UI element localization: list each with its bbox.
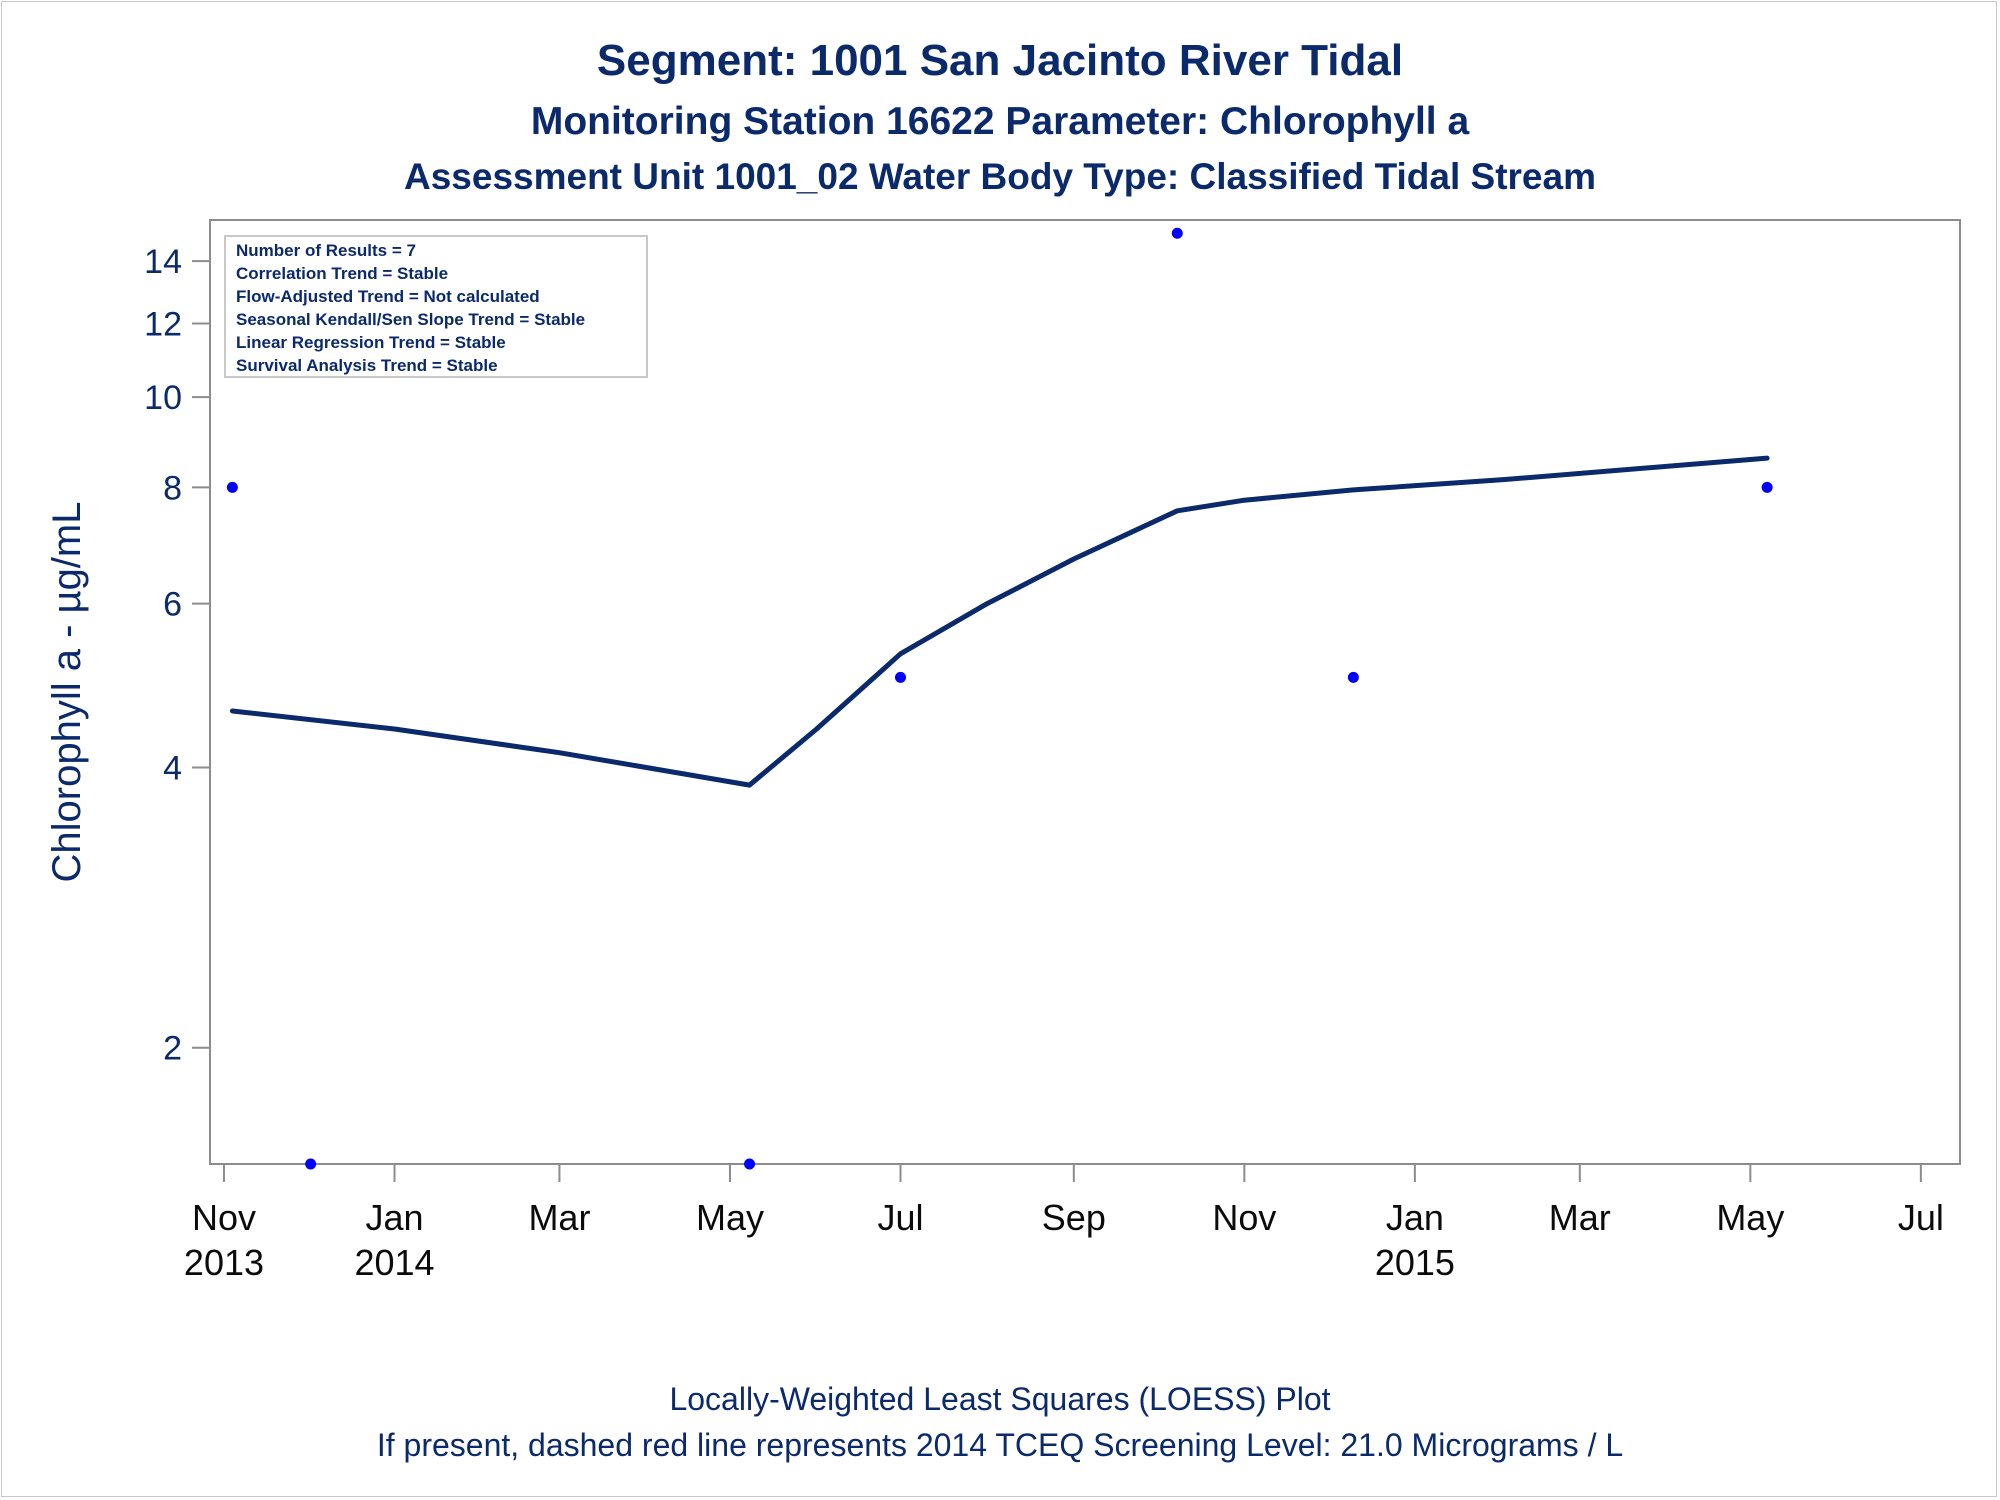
footnote-screening-level: If present, dashed red line represents 2…	[376, 1427, 1624, 1463]
y-tick-label: 4	[163, 750, 182, 788]
chart-subtitle-assessment: Assessment Unit 1001_02 Water Body Type:…	[404, 156, 1596, 197]
y-axis-label: Chlorophyll a - µg/mL	[45, 502, 89, 883]
stat-seasonal-kendall-trend: Seasonal Kendall/Sen Slope Trend = Stabl…	[236, 310, 585, 329]
x-tick-label: Jan	[365, 1197, 423, 1238]
x-tick-label: Jul	[877, 1197, 923, 1238]
y-tick-label: 6	[163, 586, 182, 624]
loess-line	[229, 455, 1770, 788]
stat-survival-analysis-trend: Survival Analysis Trend = Stable	[236, 356, 498, 375]
y-tick-label: 10	[144, 379, 182, 417]
stat-flow-adjusted-trend: Flow-Adjusted Trend = Not calculated	[236, 287, 540, 306]
y-tick-label: 12	[144, 305, 182, 343]
data-point	[1171, 227, 1183, 239]
data-point	[305, 1158, 317, 1170]
stat-number-of-results: Number of Results = 7	[236, 241, 416, 260]
x-tick-label: Mar	[1549, 1197, 1611, 1238]
plot-area	[209, 219, 1961, 1165]
y-tick-label: 8	[163, 469, 182, 507]
data-point	[226, 481, 238, 493]
x-tick-label: May	[696, 1197, 764, 1238]
x-tick-label: Jul	[1898, 1197, 1944, 1238]
data-point	[1347, 671, 1359, 683]
y-tick-label: 2	[163, 1030, 182, 1068]
x-tick-year-label: 2014	[354, 1242, 434, 1283]
x-tick-label: Nov	[192, 1197, 256, 1238]
x-tick-label: Sep	[1042, 1197, 1106, 1238]
y-axis: 2 4 6 8 10 12 14	[144, 243, 210, 1068]
chart-title: Segment: 1001 San Jacinto River Tidal	[596, 36, 1404, 85]
stat-linear-regression-trend: Linear Regression Trend = Stable	[236, 333, 506, 352]
footnote-method: Locally-Weighted Least Squares (LOESS) P…	[669, 1381, 1331, 1417]
x-tick-label: Nov	[1212, 1197, 1276, 1238]
x-tick-label: May	[1716, 1197, 1784, 1238]
chart-subtitle-station: Monitoring Station 16622 Parameter: Chlo…	[530, 100, 1470, 143]
x-tick-year-label: 2015	[1375, 1242, 1455, 1283]
data-point	[1761, 481, 1773, 493]
plot-series	[226, 227, 1773, 1170]
data-point	[744, 1158, 756, 1170]
x-tick-label: Jan	[1386, 1197, 1444, 1238]
x-tick-label: Mar	[528, 1197, 590, 1238]
stat-correlation-trend: Correlation Trend = Stable	[236, 264, 448, 283]
x-tick-year-label: 2013	[184, 1242, 264, 1283]
y-tick-label: 14	[144, 243, 182, 281]
data-point	[894, 671, 906, 683]
stats-box: Number of Results = 7 Correlation Trend …	[224, 235, 648, 378]
